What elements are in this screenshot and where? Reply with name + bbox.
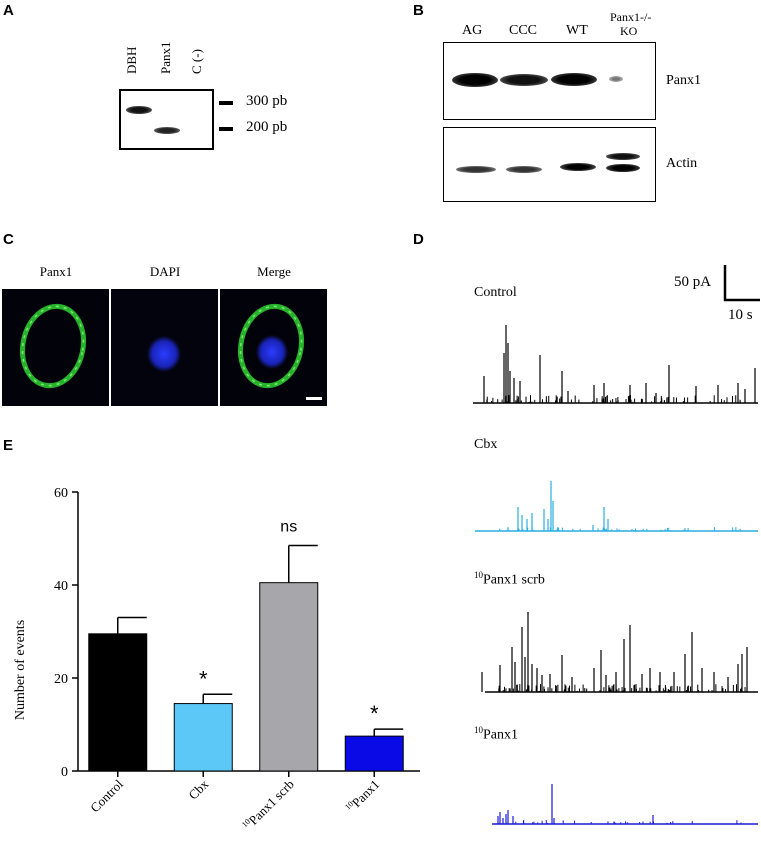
gel-band-dbh (126, 106, 152, 114)
actin-band-ccc (506, 166, 542, 173)
channel-label-panx1: Panx1 (39, 264, 73, 279)
marker-tick-300 (219, 101, 233, 105)
panel-e-letter: E (3, 437, 14, 454)
channel-label-dapi: DAPI (149, 264, 181, 279)
scale-label-current: 50 pA (674, 274, 712, 290)
trace-label-panx1: 10Panx1 (474, 725, 518, 744)
lane-label-panx1: Panx1 (158, 41, 173, 75)
x-tick-label: Cbx (185, 776, 211, 802)
trace-panx1 (492, 784, 758, 825)
chart-ylabel: Number of events (13, 620, 28, 720)
gel-band-panx1 (154, 127, 180, 134)
blot-label-panx1: Panx1 (666, 73, 701, 88)
blot-lane-wt: WT (566, 23, 588, 38)
y-tick-label: 40 (54, 579, 68, 594)
bar (88, 633, 148, 772)
blot-label-actin: Actin (666, 156, 698, 171)
scale-bar-axes (723, 265, 760, 302)
marker-label-300: 300 pb (246, 93, 288, 109)
scale-bar (306, 397, 322, 400)
lane-label-dbh: DBH (124, 46, 139, 74)
trace-cbx (475, 481, 758, 532)
trace-control (473, 325, 758, 404)
y-tick-label: 60 (54, 486, 68, 501)
dapi-nucleus-stain (147, 336, 181, 372)
panx1-band-ag (452, 73, 498, 87)
scale-label-time: 10 s (728, 307, 753, 323)
panel-b-letter: B (413, 2, 424, 19)
significance-label: * (199, 666, 208, 691)
actin-band-ko-lower (606, 164, 640, 172)
blot-lane-ccc: CCC (509, 23, 538, 38)
significance-label: * (370, 701, 379, 726)
trace-label-panx1-text: Panx1 (483, 727, 518, 743)
panel-d-letter: D (413, 231, 424, 248)
gel-image (119, 89, 214, 150)
panx1-band-ccc (500, 74, 548, 86)
panx1-band-ko (609, 76, 623, 82)
trace-label-scrb-text: Panx1 scrb (483, 572, 545, 588)
western-blot-panx1 (443, 42, 656, 120)
bar (259, 582, 319, 772)
blot-lane-ag: AG (462, 23, 483, 38)
channel-label-merge: Merge (257, 264, 291, 279)
panel-a-letter: A (3, 2, 14, 19)
trace-label-cbx: Cbx (474, 437, 498, 452)
micrograph-dapi (111, 289, 218, 406)
significance-label: ns (280, 518, 297, 535)
bar-chart: Number of events 0 20 40 60 * ns * Control Cbx… (13, 486, 420, 834)
marker-label-200: 200 pb (246, 119, 288, 135)
actin-band-ko-upper (606, 153, 640, 160)
x-tick-label: 10Panx1 scrb (240, 777, 297, 834)
western-blot-actin (443, 127, 656, 202)
micrograph-merge (220, 289, 327, 406)
panx1-band-wt (551, 73, 597, 86)
trace-label-control: Control (474, 285, 517, 300)
x-tick-label: Control (87, 776, 126, 815)
actin-band-wt (560, 163, 596, 171)
lane-label-negative-control: C (-) (189, 49, 204, 74)
trace-label-panx1-sup: 10 (474, 725, 483, 735)
blot-lane-ko-line2: KO (620, 24, 638, 38)
merge-overlay (237, 303, 322, 400)
blot-lane-ko-line1: Panx1-/- (610, 10, 652, 24)
y-tick-label: 20 (54, 672, 68, 687)
marker-tick-200 (219, 127, 233, 131)
trace-label-scrb-sup: 10 (474, 570, 483, 580)
panx1-membrane-stain (19, 303, 87, 389)
y-tick-label: 0 (61, 765, 68, 780)
micrograph-panx1 (2, 289, 109, 406)
x-tick-label: 10Panx1 (343, 777, 382, 816)
actin-band-ag (456, 166, 496, 173)
trace-scrb (481, 612, 758, 693)
bar (173, 703, 233, 772)
bar (344, 735, 404, 772)
trace-label-scrb: 10Panx1 scrb (474, 570, 545, 589)
panel-c-letter: C (3, 231, 14, 248)
